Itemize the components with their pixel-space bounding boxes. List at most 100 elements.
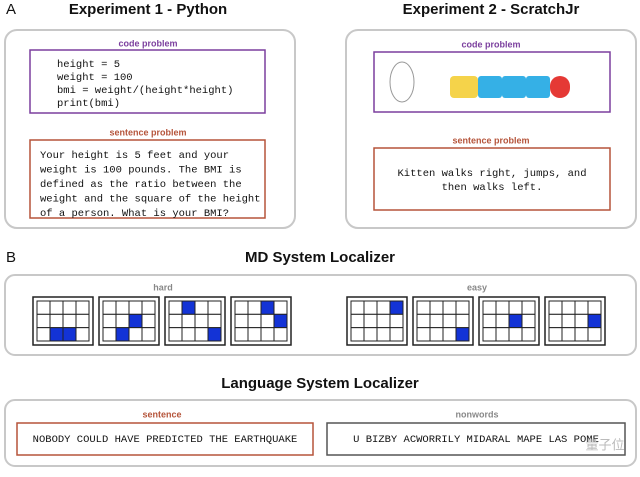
- sentence-line: of a person. What is your BMI?: [40, 208, 229, 220]
- block: [450, 76, 478, 98]
- grid-cell: [442, 313, 457, 329]
- code-line: height = 5: [57, 59, 120, 71]
- scratch-blocks: [389, 61, 570, 103]
- grid-cell: [273, 313, 288, 329]
- grid-cell: [416, 327, 431, 342]
- sentence-line: Your height is 5 feet and your: [40, 150, 229, 162]
- grid-cell: [49, 313, 64, 329]
- grid-cell: [234, 327, 249, 342]
- title: Experiment 1 - Python: [69, 1, 227, 18]
- grid-cell: [128, 300, 143, 315]
- grid-cell: [128, 313, 143, 329]
- grid-cell: [141, 300, 156, 315]
- sentence-box: [16, 422, 314, 456]
- sentence: NOBODY COULD HAVE PREDICTED THE EARTHQUA…: [33, 434, 298, 446]
- grid-cell: [455, 327, 470, 342]
- panel-box: [345, 29, 637, 229]
- title: Language System Localizer: [221, 375, 419, 392]
- grid-cell: [181, 300, 196, 315]
- grid-cell: [49, 327, 64, 342]
- grid-cell: [416, 313, 431, 329]
- grid-cell: [482, 313, 497, 329]
- grid-cell: [548, 327, 563, 342]
- cat-icon: [389, 61, 415, 103]
- grid-cell: [429, 327, 444, 342]
- grid-cell: [442, 300, 457, 315]
- grid-cell: [168, 300, 183, 315]
- nonwords-box: [326, 422, 626, 456]
- sentence-line: weight and the square of the height: [40, 193, 261, 205]
- panel-box: [4, 29, 296, 229]
- sentence-line: weight is 100 pounds. The BMI is: [40, 164, 242, 176]
- panel-box: [4, 399, 637, 467]
- grid-cell: [102, 300, 117, 315]
- grid-cell: [75, 300, 90, 315]
- grid-cell: [115, 313, 130, 329]
- grid-cell: [234, 313, 249, 329]
- grid-cell: [363, 313, 378, 329]
- sentence-box: [29, 139, 266, 219]
- panel-label: A: [6, 1, 16, 18]
- grid-cell: [442, 327, 457, 342]
- grid-cell: [128, 327, 143, 342]
- grids: [32, 296, 606, 346]
- grid-cell: [508, 313, 523, 329]
- grid-cell: [495, 313, 510, 329]
- sentence-label: sentence: [142, 409, 181, 419]
- grid-cell: [482, 300, 497, 315]
- code-box: [29, 49, 266, 114]
- grid-cell: [429, 300, 444, 315]
- grid-cell: [141, 313, 156, 329]
- grid-cell: [350, 300, 365, 315]
- grid-cell: [36, 313, 51, 329]
- grid-cell: [36, 327, 51, 342]
- sentence-line: then walks left.: [442, 182, 543, 194]
- grid-cell: [389, 313, 404, 329]
- grid-cell: [115, 327, 130, 342]
- sentence-line: Kitten walks right, jumps, and: [397, 168, 586, 180]
- block: [478, 76, 502, 98]
- grid-cell: [102, 327, 117, 342]
- grid-cell: [194, 300, 209, 315]
- code-box: [373, 51, 611, 113]
- grid-cell: [181, 327, 196, 342]
- code-line: print(bmi): [57, 98, 120, 110]
- grid-cell: [36, 300, 51, 315]
- title: MD System Localizer: [245, 249, 395, 266]
- block: [526, 76, 550, 98]
- grid-cell: [273, 327, 288, 342]
- code-line: bmi = weight/(height*height): [57, 85, 233, 97]
- grid-cell: [508, 327, 523, 342]
- grid-cell: [521, 327, 536, 342]
- grid-cell: [561, 327, 576, 342]
- block: [550, 76, 570, 98]
- grid-cell: [194, 313, 209, 329]
- grid-cell: [416, 300, 431, 315]
- code-label: code problem: [461, 39, 520, 49]
- grid-cell: [455, 313, 470, 329]
- grid-cell: [363, 300, 378, 315]
- grid-cell: [495, 327, 510, 342]
- block: [502, 76, 526, 98]
- grid-cell: [194, 327, 209, 342]
- grid-cell: [495, 300, 510, 315]
- sentence-line: defined as the ratio between the: [40, 179, 242, 191]
- grid-cell: [455, 300, 470, 315]
- grid-cell: [376, 300, 391, 315]
- grid-cell: [587, 327, 602, 342]
- grid-cell: [49, 300, 64, 315]
- grid-cell: [574, 300, 589, 315]
- grid-cell: [587, 313, 602, 329]
- grid-cell: [389, 300, 404, 315]
- grid-cell: [75, 313, 90, 329]
- grid-cell: [181, 313, 196, 329]
- hard-label: hard: [153, 282, 173, 292]
- grid-cell: [389, 327, 404, 342]
- grid-cell: [207, 300, 222, 315]
- grid-cell: [508, 300, 523, 315]
- grid-cell: [521, 313, 536, 329]
- title: Experiment 2 - ScratchJr: [403, 1, 580, 18]
- sentence-label: sentence problem: [452, 135, 529, 145]
- grid-cell: [260, 327, 275, 342]
